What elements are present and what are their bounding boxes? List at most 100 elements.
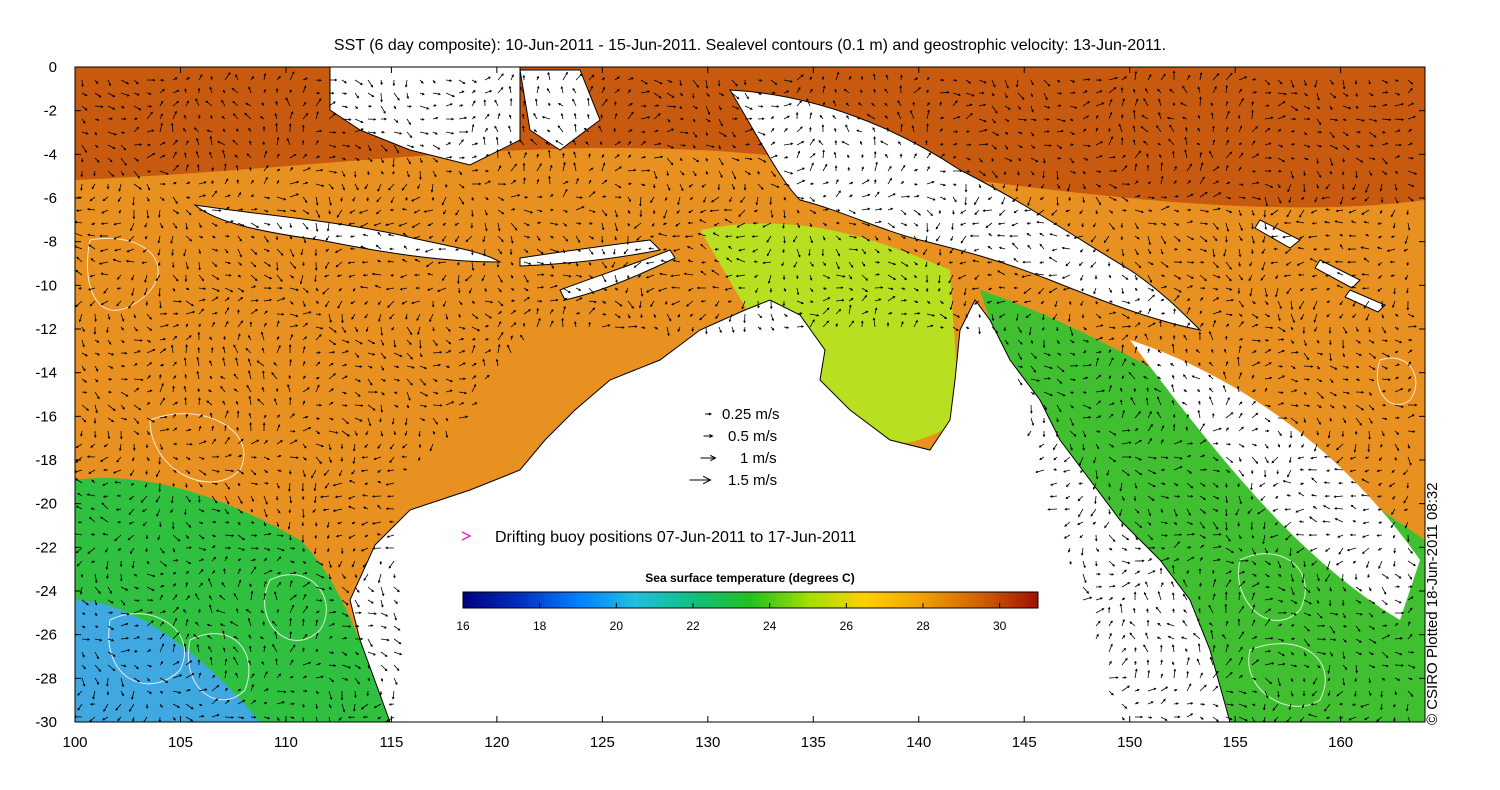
velocity-arrow	[113, 235, 122, 240]
velocity-arrow	[1287, 183, 1292, 193]
velocity-arrow	[1251, 313, 1259, 319]
velocity-arrow	[336, 209, 343, 218]
velocity-arrow	[1238, 196, 1246, 200]
velocity-arrow	[381, 117, 387, 121]
velocity-arrow	[1394, 196, 1399, 204]
velocity-arrow	[1147, 222, 1158, 226]
velocity-arrow	[757, 326, 762, 330]
velocity-arrow	[419, 131, 429, 135]
velocity-arrow	[1169, 124, 1175, 133]
velocity-arrow	[211, 167, 214, 172]
velocity-arrow	[843, 88, 850, 94]
velocity-arrow	[767, 274, 772, 284]
velocity-arrow	[224, 194, 231, 198]
velocity-arrow	[640, 313, 643, 319]
velocity-arrow	[965, 112, 973, 120]
velocity-arrow	[562, 161, 566, 172]
velocity-arrow	[419, 170, 422, 181]
velocity-arrow	[686, 246, 694, 250]
velocity-arrow	[1381, 118, 1392, 121]
velocity-arrow	[575, 297, 583, 302]
velocity-arrow	[224, 297, 230, 302]
velocity-arrow	[1082, 78, 1091, 81]
velocity-arrow	[185, 310, 196, 315]
velocity-arrow	[549, 248, 560, 253]
velocity-arrow	[359, 285, 369, 289]
velocity-legend-label: 1.5 m/s	[728, 472, 777, 489]
velocity-arrow	[1379, 183, 1383, 192]
velocity-arrow	[1262, 235, 1266, 243]
velocity-arrow	[796, 300, 804, 305]
velocity-arrow	[360, 245, 369, 250]
velocity-arrow	[390, 273, 395, 277]
velocity-arrow	[986, 300, 993, 304]
velocity-arrow	[900, 299, 907, 302]
velocity-arrow	[1197, 127, 1201, 133]
velocity-arrow	[939, 300, 944, 304]
velocity-arrow	[445, 92, 455, 97]
velocity-arrow	[960, 209, 967, 214]
velocity-arrow	[1195, 349, 1201, 354]
velocity-arrow	[588, 261, 592, 266]
velocity-arrow	[302, 112, 309, 120]
velocity-arrow	[1095, 102, 1105, 107]
velocity-arrow	[91, 222, 96, 225]
velocity-arrow	[963, 300, 967, 307]
velocity-arrow	[443, 300, 447, 308]
velocity-arrow	[1172, 70, 1176, 80]
velocity-arrow	[391, 326, 395, 331]
velocity-arrow	[1225, 100, 1229, 107]
velocity-arrow	[872, 317, 876, 328]
velocity-arrow	[770, 209, 774, 219]
velocity-arrow	[1143, 140, 1149, 146]
velocity-arrow	[740, 196, 746, 203]
velocity-arrow	[1042, 170, 1045, 179]
velocity-arrow	[534, 98, 538, 107]
velocity-arrow	[1040, 300, 1045, 305]
velocity-arrow	[1355, 352, 1362, 356]
velocity-arrow	[884, 88, 889, 94]
velocity-arrow	[965, 103, 973, 107]
velocity-arrow	[211, 312, 218, 315]
velocity-arrow	[988, 287, 993, 290]
velocity-arrow	[1351, 285, 1357, 289]
velocity-arrow	[1030, 339, 1033, 344]
velocity-arrow	[640, 287, 644, 297]
velocity-arrow	[458, 139, 464, 146]
y-tick-label: -22	[35, 539, 57, 556]
velocity-arrow	[795, 111, 799, 120]
velocity-arrow	[965, 130, 970, 133]
velocity-arrow	[1043, 105, 1051, 109]
velocity-arrow	[998, 246, 1006, 250]
velocity-arrow	[354, 183, 359, 191]
velocity-arrow	[770, 91, 776, 95]
velocity-arrow	[1199, 162, 1204, 172]
velocity-arrow	[302, 336, 308, 341]
velocity-arrow	[887, 193, 896, 198]
velocity-arrow	[367, 157, 373, 162]
velocity-arrow	[1310, 209, 1318, 214]
velocity-arrow	[1376, 246, 1383, 250]
velocity-arrow	[1316, 118, 1322, 126]
velocity-arrow	[519, 139, 525, 146]
velocity-arrow	[575, 261, 579, 267]
velocity-arrow	[744, 92, 749, 100]
velocity-arrow	[939, 326, 944, 329]
colorbar-tick-label: 28	[916, 619, 930, 633]
velocity-arrow	[1080, 248, 1084, 253]
velocity-arrow	[414, 259, 421, 263]
velocity-arrow	[555, 140, 564, 146]
velocity-arrow	[1321, 261, 1331, 264]
velocity-arrow	[1265, 156, 1273, 160]
velocity-arrow	[1026, 233, 1032, 237]
velocity-arrow	[1316, 105, 1320, 110]
velocity-arrow	[249, 140, 252, 146]
velocity-arrow	[979, 91, 985, 95]
velocity-arrow	[1394, 103, 1404, 107]
velocity-arrow	[1303, 131, 1308, 136]
velocity-arrow	[328, 112, 337, 120]
velocity-arrow	[250, 194, 255, 198]
velocity-arrow	[112, 258, 122, 263]
velocity-arrow	[523, 309, 531, 315]
velocity-arrow	[653, 326, 659, 330]
